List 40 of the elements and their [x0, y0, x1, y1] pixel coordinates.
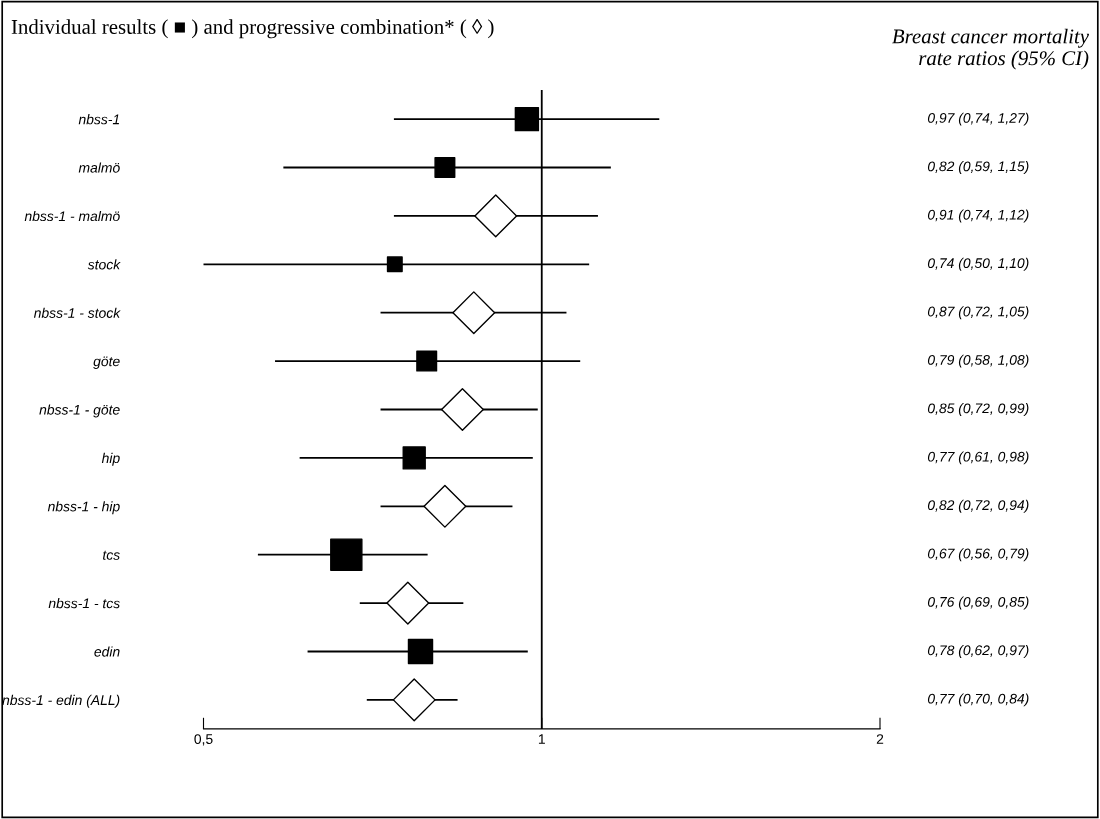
y-tick-label: nbss-1 - edin (ALL)	[2, 694, 120, 708]
text: 0,85 (0,72, 0,99)	[927, 403, 1029, 416]
text: 0,91 (0,74, 1,12)	[927, 209, 1029, 223]
point	[423, 484, 467, 528]
y-tick-label: malmö	[78, 162, 120, 173]
text: 0,82 (0,59, 1,15)	[927, 161, 1029, 174]
text: 0,82 (0,72, 0,94)	[927, 499, 1029, 513]
y-tick-label: nbss-1 - hip	[47, 501, 120, 515]
x-tick-label: 1	[538, 734, 545, 744]
text: 0,87 (0,72, 1,05)	[927, 306, 1029, 320]
point	[392, 678, 436, 722]
text: 0,77 (0,61, 0,98)	[927, 451, 1029, 465]
point	[386, 581, 430, 625]
text: 0,67 (0,56, 0,79)	[927, 548, 1029, 562]
chart-title: Individual results ( ■ ) and progressive combination* ( ◊ )	[11, 19, 494, 39]
y-tick-label: nbss-1	[78, 114, 119, 125]
text: 0,97 (0,74, 1,27)	[927, 112, 1029, 126]
text: 0,78 (0,62, 0,97)	[927, 645, 1029, 658]
point	[474, 194, 518, 238]
text: Breast cancer mortality rate ratios (95% CI)	[892, 28, 1089, 70]
y-tick-label: göte	[93, 356, 120, 370]
y-tick-label: nbss-1 - stock	[33, 307, 121, 318]
point	[452, 291, 496, 335]
text: 0,77 (0,70, 0,84)	[927, 693, 1029, 707]
point	[440, 387, 484, 432]
text: 0,74 (0,50, 1,10)	[927, 257, 1029, 271]
point	[416, 350, 438, 372]
y-tick-label: hip	[101, 452, 120, 466]
y-tick-label: edin	[94, 646, 120, 657]
text: 0,79 (0,58, 1,08)	[927, 354, 1029, 368]
y-tick-label: tcs	[103, 550, 120, 560]
point	[434, 157, 456, 179]
y-tick-label: stock	[87, 259, 121, 270]
text: 0,76 (0,69, 0,85)	[927, 596, 1029, 610]
y-tick-label: nbss-1 - malmö	[24, 210, 120, 222]
y-tick-label: nbss-1 - tcs	[48, 598, 120, 609]
y-tick-label: nbss-1 - göte	[39, 404, 120, 418]
x-tick-label: 2	[876, 734, 884, 744]
x-tick-label: 0,5	[194, 734, 213, 746]
point	[402, 446, 426, 470]
